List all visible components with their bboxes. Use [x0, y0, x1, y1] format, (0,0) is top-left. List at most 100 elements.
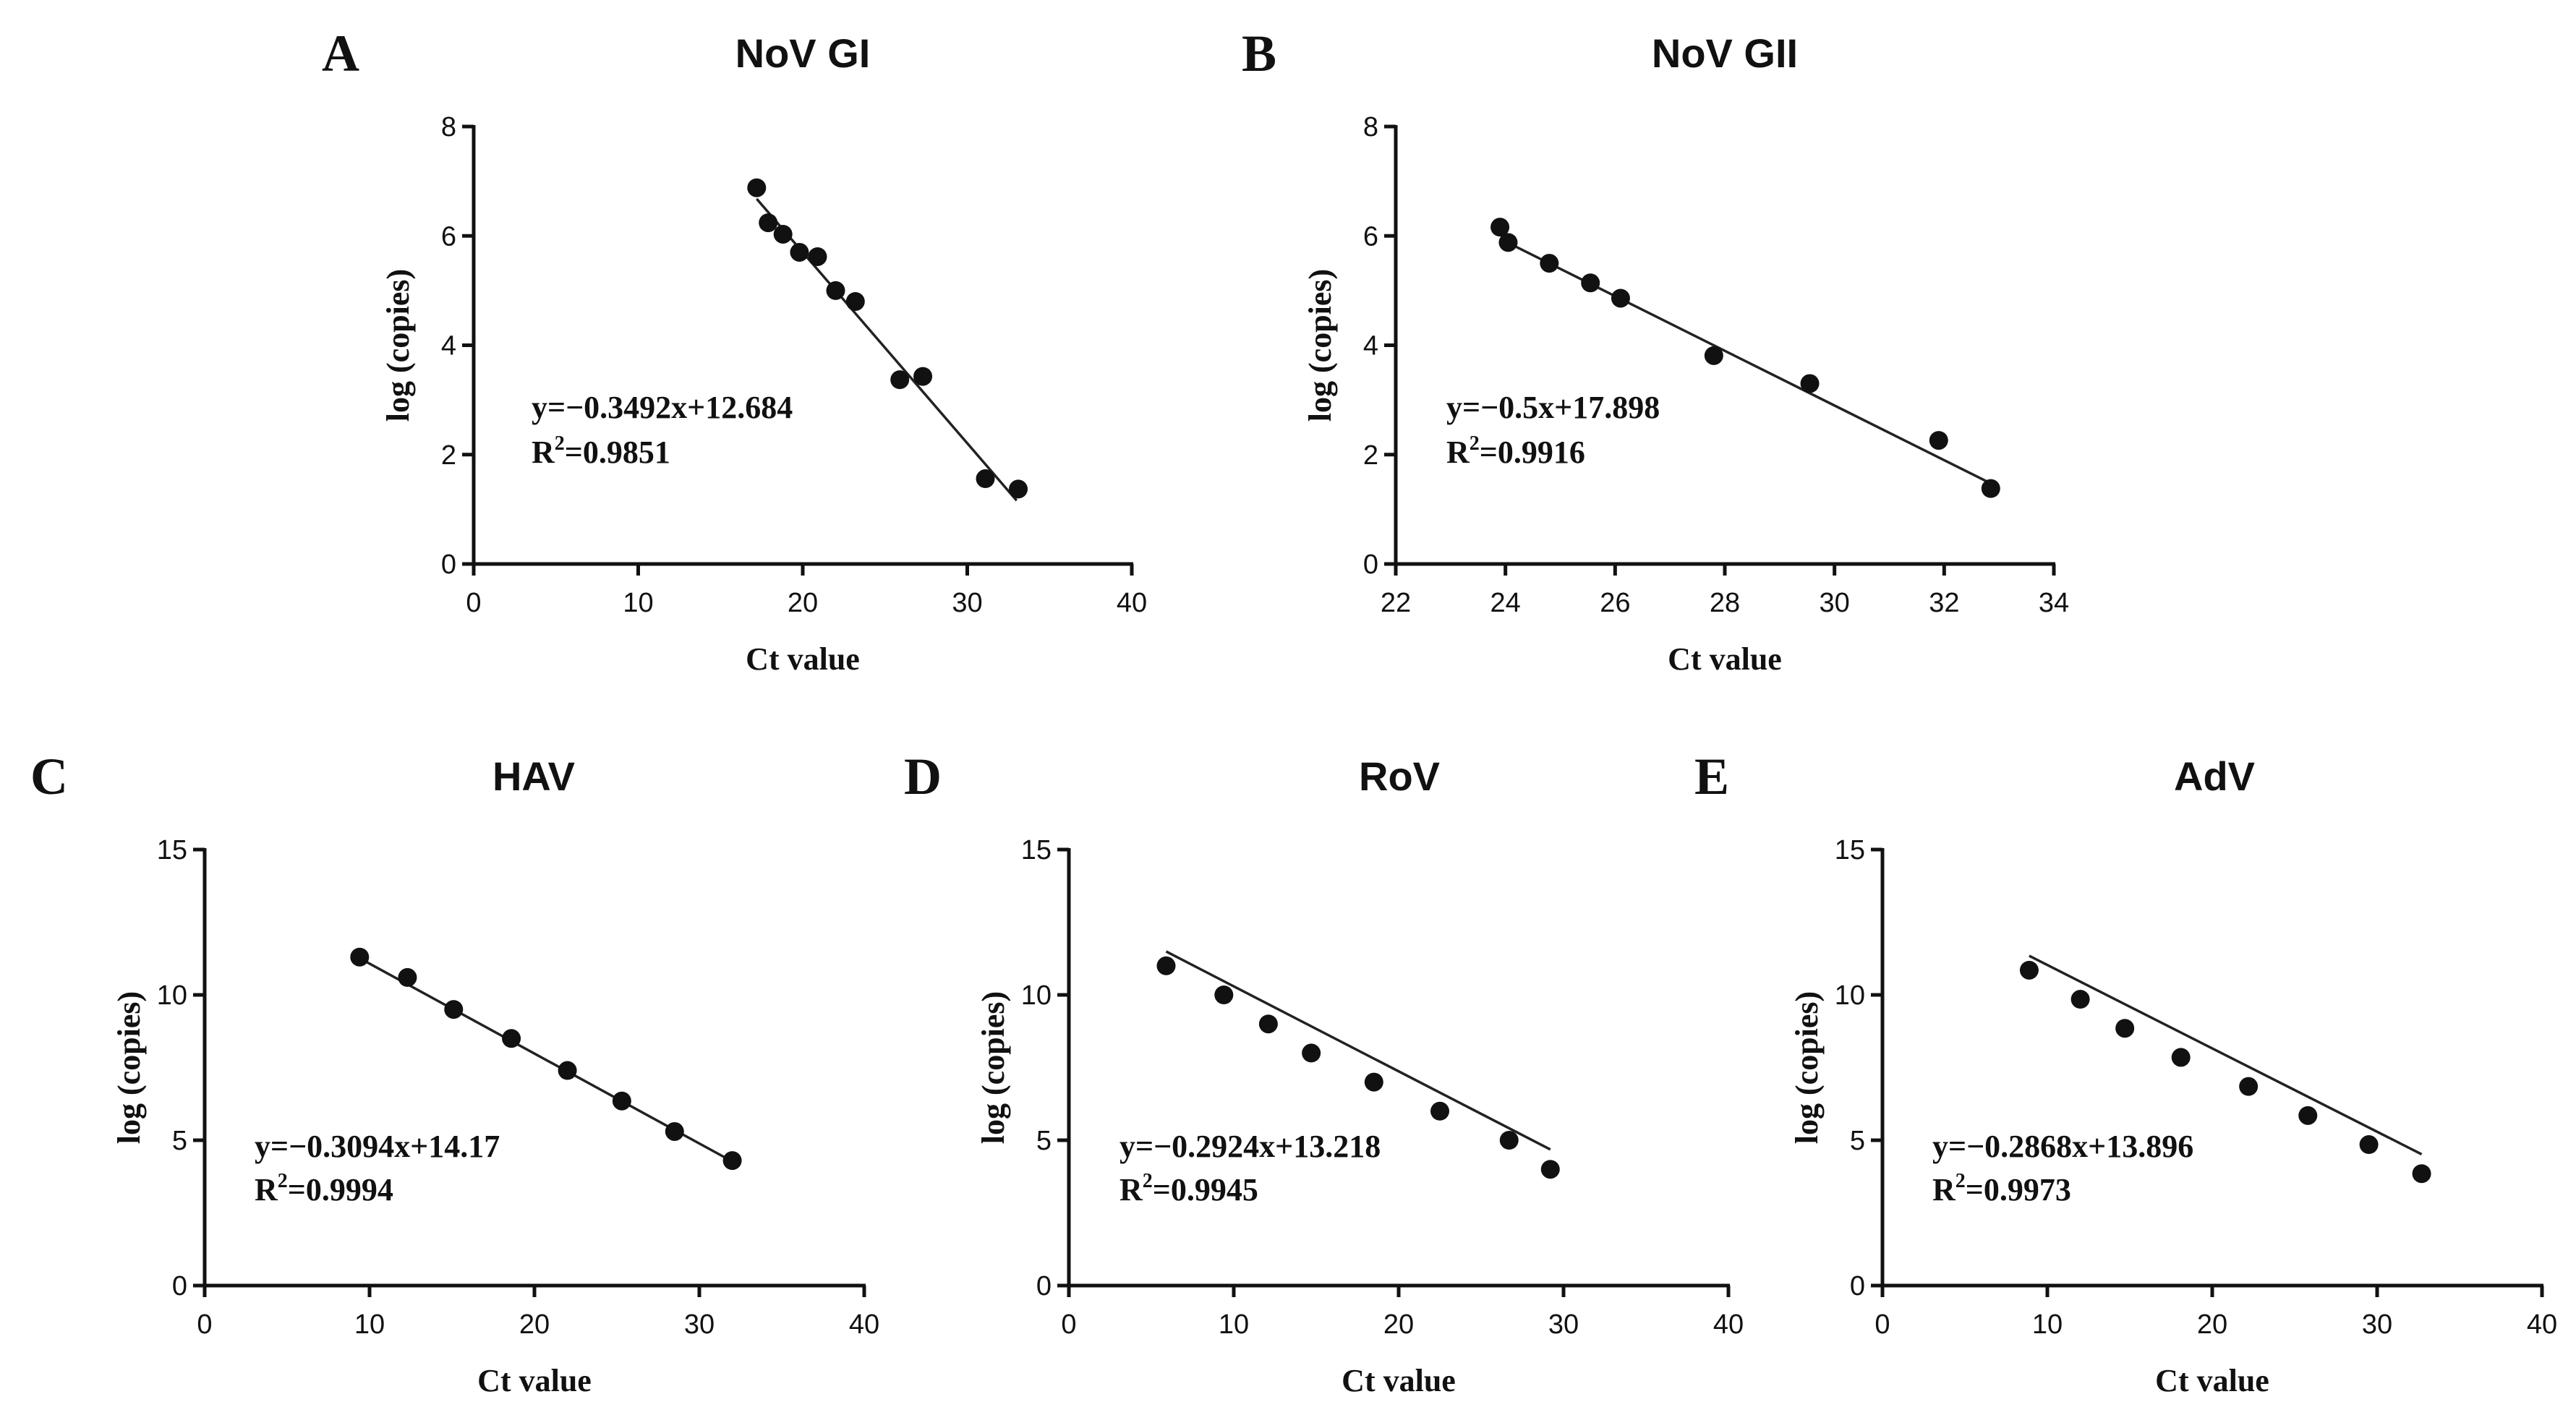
x-tick-label: 30 [684, 1309, 715, 1340]
y-tick-label: 0 [172, 1271, 187, 1301]
r-squared-symbol: R [255, 1172, 278, 1207]
r-squared-number: =0.9916 [1480, 435, 1585, 470]
x-tick-label: 26 [1600, 588, 1630, 618]
r-squared-number: =0.9945 [1153, 1172, 1258, 1207]
data-point [913, 367, 933, 386]
y-axis-label: log (copies) [1789, 991, 1825, 1144]
data-point [2239, 1077, 2259, 1096]
data-point [2019, 960, 2039, 980]
x-tick-label: 30 [2362, 1309, 2392, 1340]
x-tick-label: 32 [1929, 588, 1959, 618]
data-point [398, 967, 417, 987]
panel-title-e: AdV [2174, 753, 2255, 799]
x-axis-label: Ct value [477, 1363, 592, 1398]
data-point [665, 1121, 684, 1141]
regression-equation: y=−0.2924x+13.218 [1119, 1129, 1381, 1164]
data-point [2359, 1135, 2379, 1155]
x-axis-label: Ct value [1342, 1363, 1456, 1398]
x-tick-label: 0 [1875, 1309, 1890, 1340]
data-point [1704, 346, 1723, 365]
panel-title-a: NoV GI [735, 30, 871, 76]
panel-a: A NoV GI 0 10 20 30 40 0 2 4 6 8 Ct value log (copi… [322, 25, 1147, 677]
y-axis-label: log (copies) [111, 991, 147, 1144]
x-tick-label: 20 [2197, 1309, 2227, 1340]
r-squared-symbol: R [532, 435, 555, 470]
x-tick-label: 10 [354, 1309, 385, 1340]
panel-letter-c: C [30, 748, 68, 805]
regression-equation: y=−0.3094x+14.17 [255, 1129, 500, 1164]
x-tick-label: 24 [1490, 588, 1521, 618]
data-point [1540, 254, 1559, 273]
data-point [444, 1000, 464, 1019]
data-point [2298, 1106, 2318, 1125]
x-tick-label: 0 [1061, 1309, 1076, 1340]
y-axis-label: log (copies) [976, 991, 1011, 1144]
data-point [890, 370, 910, 390]
data-point [1540, 1160, 1560, 1179]
x-tick-label: 10 [2032, 1309, 2063, 1340]
y-tick-label: 15 [157, 835, 187, 865]
y-tick-label: 0 [1036, 1271, 1052, 1301]
data-point [2070, 990, 2090, 1009]
data-point [2171, 1048, 2191, 1067]
y-tick-label: 4 [1363, 331, 1378, 362]
x-tick-label: 40 [1117, 588, 1147, 618]
x-axis-label: Ct value [746, 641, 860, 677]
y-tick-label: 6 [1363, 221, 1378, 252]
data-point [1499, 1131, 1519, 1150]
x-tick-label: 0 [197, 1309, 212, 1340]
y-tick-label: 0 [1363, 550, 1378, 580]
regression-equation: y=−0.2868x+13.896 [1932, 1129, 2193, 1164]
x-tick-label: 10 [623, 588, 653, 618]
regression-line [2029, 954, 2423, 1155]
data-point [747, 178, 767, 197]
regression-equation: y=−0.5x+17.898 [1446, 390, 1660, 425]
x-tick-label: 40 [849, 1309, 879, 1340]
data-point [1611, 288, 1630, 308]
x-tick-label: 20 [1383, 1309, 1414, 1340]
regression-equation: y=−0.3492x+12.684 [532, 390, 793, 425]
y-tick-label: 0 [441, 550, 456, 580]
plot-area-c: 0 10 20 30 40 0 5 10 15 Ct value log (copies) y=−0.… [111, 835, 879, 1398]
data-point [1929, 431, 1948, 450]
r-squared-symbol: R [1932, 1172, 1956, 1207]
y-tick-label: 15 [1835, 835, 1865, 865]
r-squared-value: R2=0.9973 [1932, 1170, 2071, 1207]
data-point [2115, 1019, 2135, 1038]
plot-area-d: 0 10 20 30 40 0 5 10 15 Ct value log (copies) y=−0.… [976, 835, 1744, 1398]
data-point [759, 213, 778, 233]
data-point [1498, 233, 1518, 252]
y-tick-label: 0 [1850, 1271, 1865, 1301]
data-point [976, 469, 995, 489]
x-tick-label: 20 [519, 1309, 550, 1340]
r-squared-value: R2=0.9851 [532, 432, 670, 470]
y-tick-label: 8 [441, 112, 456, 142]
x-axis-label: Ct value [2155, 1363, 2269, 1398]
y-tick-label: 5 [172, 1126, 187, 1156]
data-point [845, 292, 865, 311]
data-point [826, 281, 845, 300]
x-tick-label: 20 [788, 588, 818, 618]
y-tick-label: 4 [441, 331, 456, 362]
r-squared-superscript: 2 [278, 1170, 288, 1192]
x-tick-label: 28 [1710, 588, 1740, 618]
panel-c: C HAV 0 10 20 30 40 0 5 10 15 Ct value log (copies… [30, 748, 879, 1398]
x-tick-label: 22 [1381, 588, 1411, 618]
data-point [2412, 1164, 2431, 1184]
x-axis-label: Ct value [1668, 641, 1782, 677]
x-tick-label: 30 [1820, 588, 1850, 618]
panel-letter-a: A [322, 25, 359, 82]
y-tick-label: 5 [1036, 1126, 1052, 1156]
y-tick-label: 2 [441, 440, 456, 471]
panel-title-c: HAV [492, 753, 575, 799]
plot-area-a: 0 10 20 30 40 0 2 4 6 8 Ct value log (copies) y=−0.3… [380, 112, 1147, 677]
data-point [1581, 273, 1600, 293]
r-squared-value: R2=0.9916 [1446, 432, 1585, 470]
data-point [1364, 1072, 1383, 1092]
y-axis-label: log (copies) [1302, 269, 1338, 422]
data-point [350, 947, 370, 967]
r-squared-symbol: R [1119, 1172, 1143, 1207]
y-tick-label: 10 [157, 980, 187, 1011]
panel-letter-b: B [1242, 25, 1276, 82]
